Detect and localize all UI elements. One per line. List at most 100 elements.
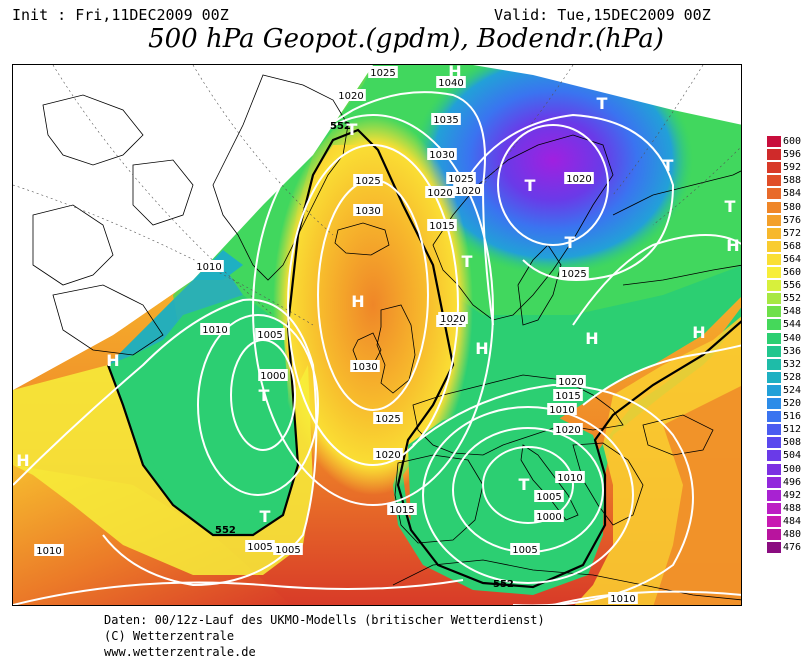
- legend-swatch: [767, 162, 781, 174]
- legend-swatch: [767, 149, 781, 161]
- legend-label: 500: [783, 463, 802, 475]
- isobar-label-bg: [556, 375, 586, 387]
- data-source: Daten: 00/12z-Lauf des UKMO-Modells (bri…: [104, 613, 545, 627]
- legend-label: 508: [783, 437, 802, 449]
- legend-swatch: [767, 476, 781, 488]
- low-pressure-marker: T: [663, 156, 674, 175]
- legend-swatch: [767, 201, 781, 213]
- isobar-label: 1025: [355, 176, 380, 187]
- isobar-label-bg: [547, 403, 577, 415]
- weather-map: 1025 1040 1020 1035 1030 1025 1020 1015 1010 1005…: [12, 64, 742, 606]
- legend-label: 552: [783, 293, 802, 305]
- isobar-label-bg: [373, 412, 403, 424]
- legend-label: 524: [783, 384, 802, 396]
- isobar-label: 1015: [555, 391, 580, 402]
- isobar-label-bg: [34, 544, 64, 556]
- isobar-label-bg: [553, 389, 583, 401]
- isobar-label: 1020: [555, 425, 580, 436]
- isobar-label-bg: [368, 66, 398, 78]
- isobar-label: 1005: [247, 542, 272, 553]
- isobar-label: 1040: [438, 78, 463, 89]
- outside-domain-ne: [473, 65, 741, 125]
- legend-swatch: [767, 398, 781, 409]
- legend-swatch: [767, 529, 781, 540]
- contour-552-label: 552: [215, 525, 236, 536]
- legend-label: 572: [783, 227, 802, 239]
- legend-label: 536: [783, 345, 802, 357]
- outside-domain: [13, 65, 373, 390]
- legend-swatch: [767, 384, 781, 396]
- isobar-label-bg: [200, 323, 230, 335]
- isobar-label-bg: [446, 172, 476, 184]
- isobar-label-bg: [608, 592, 638, 604]
- isobar-label-bg: [436, 76, 466, 88]
- isobar-label: 1010: [196, 262, 221, 273]
- legend-label: 532: [783, 358, 802, 370]
- isobar-label: 1005: [257, 330, 282, 341]
- isobar-label: 1035: [433, 115, 458, 126]
- isobar-label-bg: [273, 543, 303, 555]
- isobar-label-bg: [350, 360, 380, 372]
- legend-label: 548: [783, 306, 802, 318]
- high-pressure-marker: H: [448, 65, 461, 81]
- isobar-label: 1025: [448, 174, 473, 185]
- isobar-label-bg: [555, 471, 585, 483]
- legend-label: 600: [783, 136, 802, 147]
- legend-label: 488: [783, 502, 802, 514]
- isobar-label-bg: [427, 148, 457, 160]
- legend-swatch: [767, 371, 781, 383]
- isobar-label: 1015: [429, 221, 454, 232]
- legend-swatch: [767, 280, 781, 292]
- isobar-label-bg: [336, 89, 366, 101]
- legend-label: 556: [783, 280, 802, 292]
- isobar-label-bg: [438, 312, 468, 324]
- isobar-label: 1020: [338, 91, 363, 102]
- isobar-label-bg: [564, 172, 594, 184]
- isobar-label: 1010: [610, 594, 635, 605]
- valid-time: Valid: Tue,15DEC2009 00Z: [494, 6, 711, 24]
- legend-swatch: [767, 175, 781, 187]
- isobar-label-bg: [553, 423, 583, 435]
- legend-swatch: [767, 240, 781, 252]
- legend-label: 484: [783, 515, 802, 527]
- legend-label: 492: [783, 489, 802, 501]
- contour-552: [106, 128, 741, 589]
- contour-552-label: 552: [330, 121, 351, 132]
- legend-swatch: [767, 463, 781, 475]
- legend-label: 520: [783, 398, 802, 409]
- low-pressure-marker: T: [725, 197, 736, 216]
- isobar-label-bg: [353, 174, 383, 186]
- legend-swatch: [767, 515, 781, 527]
- website-link[interactable]: www.wetterzentrale.de: [104, 645, 256, 659]
- isobar-label: 1030: [352, 362, 377, 373]
- legend-label: 540: [783, 332, 802, 344]
- legend-swatch: [767, 253, 781, 265]
- low-pressure-marker: T: [597, 94, 608, 113]
- legend-swatch: [767, 437, 781, 449]
- isobar-label: 1030: [429, 150, 454, 161]
- legend-label: 592: [783, 162, 802, 174]
- legend-swatch: [767, 358, 781, 370]
- geopotential-field: [13, 65, 741, 605]
- legend-swatch: [767, 502, 781, 514]
- legend-swatch: [767, 267, 781, 278]
- init-time: Init : Fri,11DEC2009 00Z: [12, 6, 229, 24]
- isobar-label: 1020: [375, 450, 400, 461]
- isobar-label: 1015: [389, 505, 414, 516]
- low-pressure-marker: T: [259, 386, 270, 405]
- low-pressure-marker: T: [525, 176, 536, 195]
- isobar-label-bg: [373, 448, 403, 460]
- legend-swatch: [767, 293, 781, 305]
- legend-label: 576: [783, 214, 802, 226]
- legend-swatch: [767, 345, 781, 357]
- legend-label: 560: [783, 267, 802, 278]
- isobar-label: 1005: [512, 545, 537, 556]
- high-pressure-marker: H: [692, 323, 705, 342]
- isobar-label-bg: [427, 219, 457, 231]
- legend-label: 568: [783, 240, 802, 252]
- contour-552-label: 552: [493, 579, 514, 590]
- low-pressure-marker: T: [462, 252, 473, 271]
- isobar-label: 1010: [202, 325, 227, 336]
- isobar-label-bg: [245, 540, 275, 552]
- legend-label: 564: [783, 253, 802, 265]
